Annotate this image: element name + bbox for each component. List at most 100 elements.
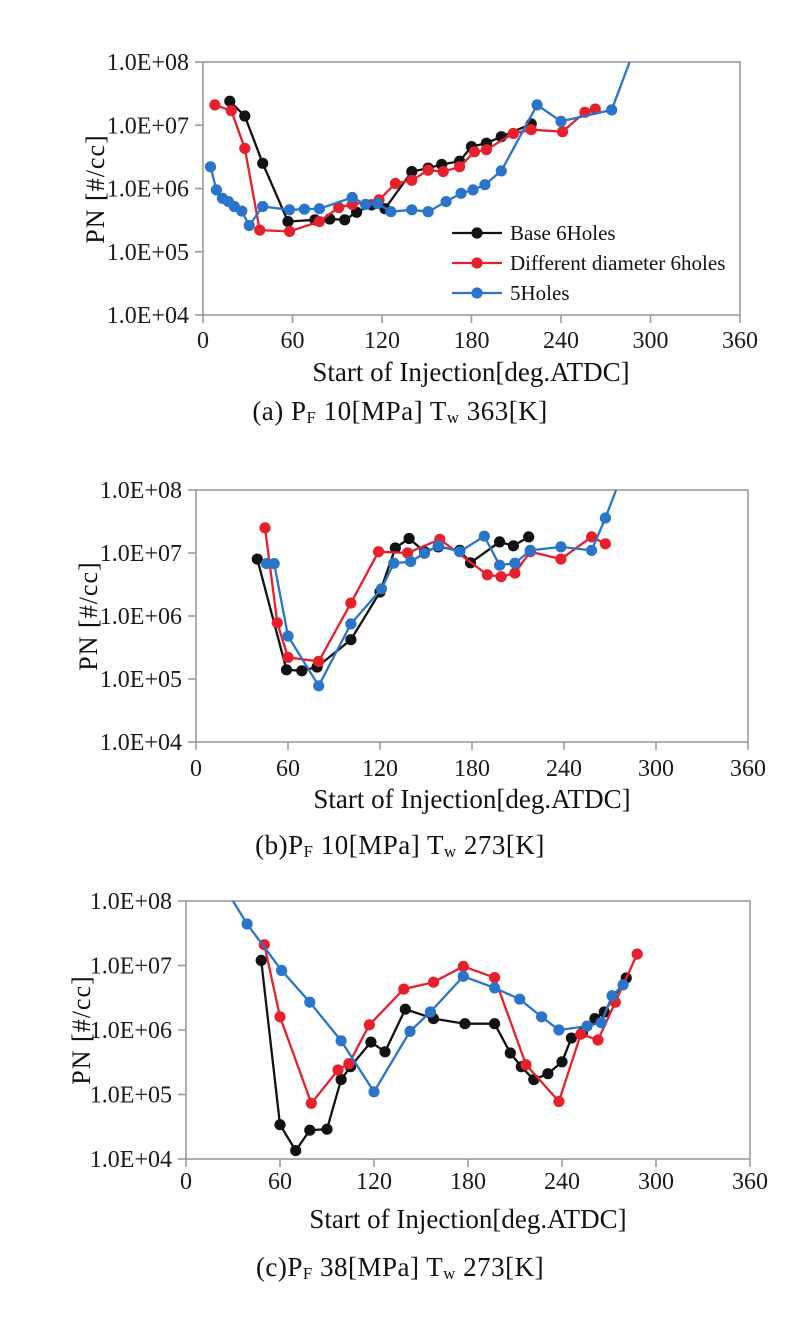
data-point-different-diameter-6holes [343,1058,355,1070]
chart-a-x-axis-title: Start of Injection[deg.ATDC] [312,357,629,387]
data-point-5holes [385,206,397,218]
data-point-different-diameter-6holes [520,1059,532,1071]
data-point-base-6holes [251,553,263,565]
legend-label: Base 6Holes [510,221,616,245]
data-point-different-diameter-6holes [525,124,537,136]
data-point-different-diameter-6holes [283,225,296,237]
data-point-5holes [257,200,269,213]
data-point-different-diameter-6holes [592,1034,604,1046]
data-point-5holes [509,557,521,569]
chart-c-y-axis-title: PN [#/cc] [67,975,96,1084]
data-point-different-diameter-6holes [555,553,567,565]
data-point-5holes [404,1025,416,1037]
data-point-different-diameter-6holes [480,144,492,156]
data-point-5holes [236,205,248,217]
y-tick-label: 1.0E+05 [100,667,182,693]
data-point-different-diameter-6holes [398,983,410,995]
legend: Base 6Holes Different diameter 6holes 5Hol… [452,221,725,305]
data-point-base-6holes [282,216,294,228]
caption-a: (a) PF 10[MPa] Tw 363[K] [0,396,800,428]
data-point-different-diameter-6holes [363,1019,375,1031]
chart-a-y-axis-title: PN [#/cc] [81,134,110,243]
x-tick-label: 120 [364,328,400,354]
x-tick-label: 0 [190,756,202,782]
data-point-5holes [210,184,222,196]
x-tick-label: 300 [638,1169,674,1195]
data-point-5holes [586,544,598,556]
data-point-different-diameter-6holes [254,224,266,236]
data-point-5holes [617,979,629,991]
data-point-base-6holes [335,1074,347,1086]
legend-marker [471,287,483,299]
y-tick-label: 1.0E+06 [90,1018,172,1044]
data-point-base-6holes [290,1145,302,1157]
caption-a-mid: 10[MPa] T [316,396,447,426]
data-point-base-6holes [403,532,415,545]
data-point-different-diameter-6holes [313,216,325,228]
x-tick-label: 360 [732,1169,768,1195]
y-tick-label: 1.0E+04 [107,303,189,329]
data-point-5holes [489,982,501,994]
legend-marker [471,227,483,239]
data-point-base-6holes [280,664,293,676]
chart-b: PN [#/cc] Start of Injection[deg.ATDC] 1… [74,478,766,814]
y-tick-label: 1.0E+07 [100,541,182,567]
y-tick-label: 1.0E+08 [100,478,182,504]
data-point-5holes [606,990,618,1002]
data-point-different-diameter-6holes [437,166,449,178]
data-point-different-diameter-6holes [313,655,325,667]
data-point-5holes [467,184,479,196]
data-point-base-6holes [459,1018,471,1030]
data-point-5holes [346,191,358,204]
data-point-5holes [555,541,567,553]
x-tick-label: 60 [276,756,300,782]
data-point-base-6holes [304,1124,316,1136]
x-tick-label: 360 [730,756,766,782]
caption-a-sub-w: w [446,408,460,427]
data-point-different-diameter-6holes [509,567,521,579]
data-point-different-diameter-6holes [389,177,401,190]
data-point-different-diameter-6holes [345,597,357,609]
data-point-different-diameter-6holes [457,960,469,972]
data-point-different-diameter-6holes [271,617,283,629]
data-point-base-6holes [339,214,351,226]
data-point-base-6holes [224,95,236,107]
data-point-5holes [375,583,388,595]
data-point-base-6holes [507,540,519,552]
data-point-different-diameter-6holes [468,146,481,158]
data-point-different-diameter-6holes [332,1064,344,1076]
data-point-base-6holes [296,665,308,677]
data-point-base-6holes [406,166,418,178]
data-point-5holes [418,547,431,559]
series-line-different-diameter-6holes [214,103,596,233]
data-point-base-6holes [504,1047,516,1059]
caption-c-text: (c)P [255,1252,303,1282]
data-point-base-6holes [321,1123,333,1135]
caption-b: (b)PF 10[MPa] Tw 273[K] [0,830,800,862]
x-tick-label: 240 [543,328,579,354]
data-point-base-6holes [565,1032,578,1044]
plot-area-border [195,489,749,743]
data-point-different-diameter-6holes [333,201,345,214]
data-point-5holes [282,630,294,642]
data-point-different-diameter-6holes [481,569,493,581]
y-tick-label: 1.0E+07 [107,113,189,139]
data-point-5holes [422,206,434,218]
data-point-different-diameter-6holes [259,522,271,534]
caption-a-text: (a) P [252,396,307,426]
data-point-5holes [524,544,536,556]
plot-series-group [232,900,643,1157]
data-point-5holes [345,618,357,630]
data-point-different-diameter-6holes [402,547,414,559]
x-tick-label: 180 [454,756,490,782]
data-point-5holes [313,203,325,215]
x-tick-label: 300 [633,328,669,354]
y-tick-label: 1.0E+04 [100,730,182,756]
data-point-base-6holes [379,1046,391,1058]
data-point-5holes [406,204,418,216]
x-tick-label: 0 [197,328,209,354]
caption-b-text: (b)P [255,830,304,860]
data-point-5holes [479,179,491,191]
data-point-different-diameter-6holes [282,651,294,663]
data-point-5holes [243,219,255,232]
